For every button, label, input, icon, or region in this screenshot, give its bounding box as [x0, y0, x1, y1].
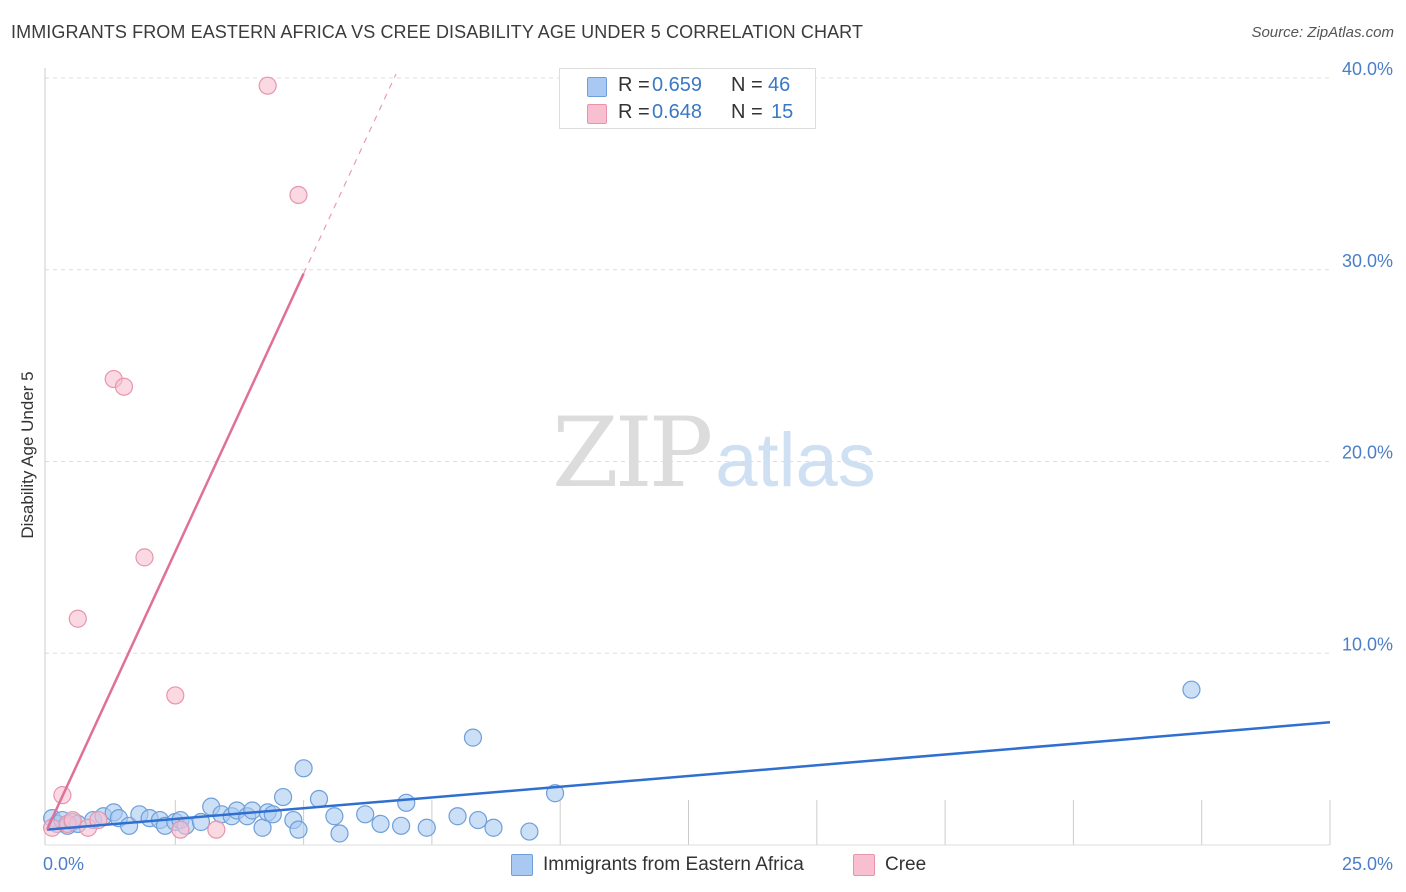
- watermark: ZIPatlas: [552, 405, 876, 502]
- y-tick-label: 10.0%: [1342, 634, 1393, 654]
- point-cree: [258, 76, 277, 95]
- y-tick-label: 20.0%: [1342, 443, 1393, 463]
- stats-n-value: 46: [768, 74, 791, 96]
- legend-item-eastern-africa[interactable]: Immigrants from Eastern Africa: [511, 852, 804, 878]
- point-eastern-africa: [397, 793, 416, 812]
- stats-swatch-pink: [587, 104, 607, 124]
- point-eastern-africa: [263, 805, 282, 824]
- trendline-cree: [45, 273, 305, 831]
- point-eastern-africa: [309, 789, 329, 809]
- point-eastern-africa: [417, 818, 436, 837]
- point-eastern-africa: [273, 787, 293, 807]
- point-eastern-africa: [1182, 680, 1201, 699]
- point-eastern-africa: [463, 728, 483, 747]
- legend-swatch-blue: [511, 854, 533, 876]
- point-cree: [207, 820, 226, 839]
- tick-label-layer: 10.0% 20.0% 30.0% 40.0% 0.0% 25.0%: [43, 59, 1393, 874]
- stats-r-value: 0.648: [652, 101, 703, 123]
- trendline-eastern-africa: [46, 721, 1331, 831]
- watermark-zip: ZIP: [552, 397, 713, 509]
- legend-swatch-pink: [853, 854, 875, 876]
- axis-layer: [44, 68, 1330, 846]
- point-eastern-africa: [325, 807, 344, 826]
- x-tick-label: 0.0%: [43, 854, 84, 874]
- stats-r-label: R =: [618, 74, 650, 96]
- point-eastern-africa: [356, 805, 375, 824]
- stats-box: R = 0.659 N = 46 R = 0.648 N = 15: [559, 68, 816, 129]
- point-cree: [68, 609, 87, 628]
- point-eastern-africa: [520, 822, 539, 841]
- point-eastern-africa: [448, 807, 467, 826]
- chart-source: Source: ZipAtlas.com: [1251, 24, 1394, 41]
- legend-label: Immigrants from Eastern Africa: [543, 854, 804, 875]
- point-eastern-africa: [468, 810, 488, 830]
- point-cree: [166, 686, 185, 705]
- legend-item-cree[interactable]: Cree: [853, 852, 926, 878]
- point-eastern-africa: [289, 820, 308, 839]
- watermark-atlas: atlas: [715, 418, 876, 503]
- y-tick-label: 40.0%: [1342, 59, 1393, 79]
- point-cree: [135, 548, 154, 567]
- point-eastern-africa: [294, 759, 313, 778]
- point-cree: [114, 377, 134, 396]
- point-eastern-africa: [545, 784, 565, 803]
- stats-n-value: 15: [771, 101, 794, 123]
- stats-n-label: N =: [731, 101, 763, 123]
- chart-title: IMMIGRANTS FROM EASTERN AFRICA VS CREE D…: [11, 22, 864, 42]
- trend-layer: [45, 73, 1331, 831]
- legend-label: Cree: [885, 854, 927, 875]
- point-cree: [289, 185, 308, 205]
- point-eastern-africa: [330, 824, 349, 843]
- grid-layer: [45, 77, 1331, 845]
- stats-swatch-blue: [587, 77, 607, 97]
- y-tick-label: 30.0%: [1342, 251, 1393, 271]
- x-tick-label: 25.0%: [1342, 854, 1393, 874]
- stats-r-label: R =: [618, 101, 650, 123]
- point-cree: [171, 820, 190, 839]
- stats-r-value: 0.659: [652, 74, 703, 96]
- point-eastern-africa: [371, 814, 390, 834]
- y-axis-label: Disability Age Under 5: [18, 371, 37, 539]
- point-eastern-africa: [392, 816, 411, 835]
- stats-n-label: N =: [731, 74, 763, 96]
- point-eastern-africa: [243, 801, 262, 820]
- trendline-cree-extension: [303, 73, 397, 274]
- point-eastern-africa: [484, 818, 503, 837]
